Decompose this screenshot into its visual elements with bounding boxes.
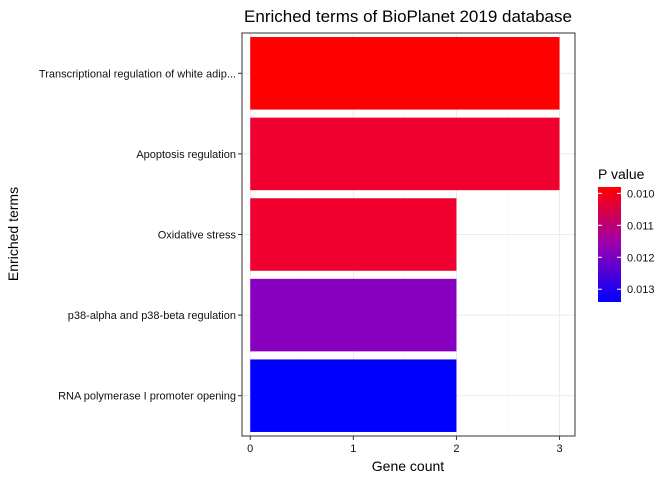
y-tick-label: Transcriptional regulation of white adip… xyxy=(39,68,236,80)
y-tick-label: Apoptosis regulation xyxy=(136,149,236,161)
bar xyxy=(250,359,457,432)
legend-title: P value xyxy=(598,166,645,182)
legend-tick-label: 0.011 xyxy=(627,220,654,232)
legend-colorbar xyxy=(598,187,621,302)
legend-ticks: 0.010 0.011 0.012 0.013 xyxy=(598,188,655,296)
legend-tick-label: 0.010 xyxy=(627,188,655,200)
plot-panel xyxy=(241,32,576,437)
x-axis-title: Gene count xyxy=(372,458,444,474)
x-axis: 0 1 2 3 xyxy=(247,436,563,455)
y-tick-label: RNA polymerase I promoter opening xyxy=(58,391,236,403)
bar xyxy=(250,198,457,271)
y-axis: Transcriptional regulation of white adip… xyxy=(39,68,242,403)
bars xyxy=(250,37,560,432)
bar xyxy=(250,278,457,352)
bar xyxy=(250,117,560,191)
y-axis-title: Enriched terms xyxy=(5,187,21,281)
bar xyxy=(250,37,560,110)
x-tick-label: 2 xyxy=(453,443,459,455)
chart-title: Enriched terms of BioPlanet 2019 databas… xyxy=(244,7,572,26)
x-tick-label: 0 xyxy=(247,443,253,455)
y-tick-label: Oxidative stress xyxy=(158,230,237,242)
legend-tick-label: 0.012 xyxy=(627,252,655,264)
y-tick-label: p38-alpha and p38-beta regulation xyxy=(68,310,236,322)
x-tick-label: 1 xyxy=(350,443,356,455)
x-tick-label: 3 xyxy=(556,443,562,455)
legend-tick-label: 0.013 xyxy=(627,284,655,296)
legend: P value 0.010 0.011 0.012 0.013 xyxy=(598,166,655,302)
